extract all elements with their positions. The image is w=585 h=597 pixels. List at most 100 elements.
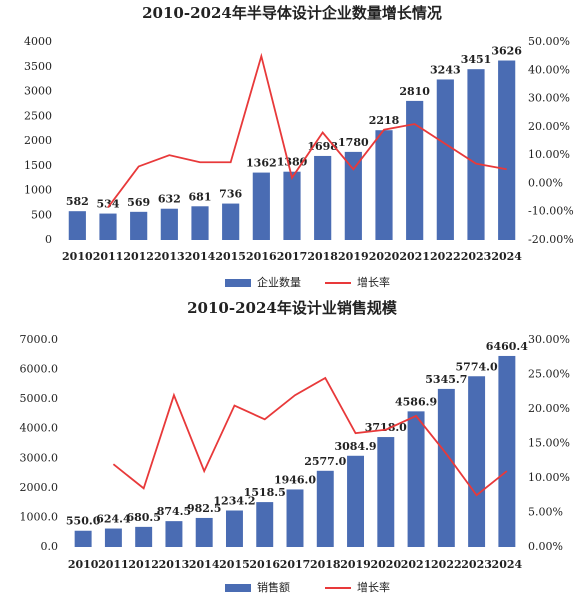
y-tick-label: 2000 xyxy=(24,134,52,147)
y2-tick-label: -10.00% xyxy=(528,205,574,218)
data-label: 550.0 xyxy=(66,515,101,528)
x-tick-label: 2021 xyxy=(399,250,430,263)
bar xyxy=(436,79,454,240)
x-tick-label: 2010 xyxy=(68,558,99,571)
y2-tick-label: 30.00% xyxy=(528,92,570,105)
y2-tick-label: 10.00% xyxy=(528,148,570,161)
bar xyxy=(467,69,485,240)
y2-tick-label: 0.00% xyxy=(528,540,563,553)
data-label: 5345.7 xyxy=(425,373,467,386)
data-label: 2218 xyxy=(369,114,400,127)
y-tick-label: 3500 xyxy=(24,60,52,73)
bar xyxy=(165,521,183,547)
data-label: 3626 xyxy=(491,45,522,58)
x-tick-label: 2019 xyxy=(340,558,371,571)
y-tick-label: 2500 xyxy=(24,109,52,122)
y-tick-label: 2000.0 xyxy=(20,481,59,494)
data-label: 6460.4 xyxy=(486,340,528,353)
y-tick-label: 1500 xyxy=(24,159,52,172)
x-tick-label: 2014 xyxy=(189,558,220,571)
y2-tick-label: 25.00% xyxy=(528,368,570,381)
data-label: 982.5 xyxy=(187,502,221,515)
x-tick-label: 2023 xyxy=(461,250,492,263)
data-label: 1234.2 xyxy=(213,495,255,508)
bar xyxy=(347,455,365,547)
data-label: 624.4 xyxy=(96,513,131,526)
x-tick-label: 2015 xyxy=(219,558,250,571)
bar xyxy=(437,388,455,547)
x-tick-label: 2015 xyxy=(215,250,246,263)
y-tick-label: 7000.0 xyxy=(20,333,59,346)
x-tick-label: 2016 xyxy=(246,250,277,263)
x-tick-label: 2019 xyxy=(338,250,369,263)
y-tick-label: 0 xyxy=(45,233,52,246)
x-tick-label: 2011 xyxy=(93,250,124,263)
x-tick-label: 2018 xyxy=(310,558,341,571)
x-tick-label: 2023 xyxy=(461,558,492,571)
data-label: 4586.9 xyxy=(395,395,437,408)
y2-tick-label: 20.00% xyxy=(528,120,570,133)
data-label: 1780 xyxy=(338,136,369,149)
x-tick-label: 2017 xyxy=(277,250,308,263)
bar xyxy=(160,208,178,240)
bar xyxy=(252,172,270,240)
data-label: 680.5 xyxy=(126,511,160,524)
y-tick-label: 0.0 xyxy=(41,540,59,553)
chart-title: 2010-2024年半导体设计企业数量增长情况 xyxy=(142,4,442,22)
bar xyxy=(314,155,332,240)
x-tick-label: 2020 xyxy=(369,250,400,263)
legend-label: 销售额 xyxy=(257,580,290,594)
y2-tick-label: -20.00% xyxy=(528,233,574,246)
bar xyxy=(286,489,304,547)
y2-tick-label: 0.00% xyxy=(528,176,563,189)
y2-tick-label: 50.00% xyxy=(528,35,570,48)
bar xyxy=(498,355,516,547)
y-tick-label: 4000.0 xyxy=(20,422,59,435)
chart-title: 2010-2024年设计业销售规模 xyxy=(187,299,398,317)
y-tick-label: 3000.0 xyxy=(20,451,59,464)
bar xyxy=(130,211,148,240)
x-tick-label: 2013 xyxy=(154,250,185,263)
x-tick-label: 2013 xyxy=(159,558,190,571)
data-label: 2810 xyxy=(399,85,430,98)
bar xyxy=(135,526,153,547)
bar xyxy=(74,530,92,547)
x-tick-label: 2022 xyxy=(431,558,462,571)
y2-tick-label: 15.00% xyxy=(528,437,570,450)
legend-swatch xyxy=(225,279,251,287)
bar xyxy=(498,60,516,240)
x-tick-label: 2010 xyxy=(62,250,93,263)
legend-label: 企业数量 xyxy=(257,275,301,289)
bar xyxy=(407,411,425,547)
y2-tick-label: 5.00% xyxy=(528,506,563,519)
y-tick-label: 6000.0 xyxy=(20,363,59,376)
y-tick-label: 3000 xyxy=(24,85,52,98)
x-tick-label: 2012 xyxy=(128,558,159,571)
data-label: 534 xyxy=(97,198,120,211)
data-label: 3243 xyxy=(430,63,461,76)
x-tick-label: 2011 xyxy=(98,558,129,571)
data-label: 1518.5 xyxy=(244,486,286,499)
x-tick-label: 2012 xyxy=(123,250,154,263)
data-label: 2577.0 xyxy=(304,455,346,468)
bar xyxy=(195,517,213,547)
x-tick-label: 2024 xyxy=(491,250,522,263)
data-label: 681 xyxy=(189,190,212,203)
data-label: 736 xyxy=(219,188,242,201)
x-tick-label: 2014 xyxy=(185,250,216,263)
data-label: 582 xyxy=(66,195,89,208)
data-label: 3084.9 xyxy=(334,440,376,453)
bar xyxy=(375,130,393,240)
data-label: 632 xyxy=(158,193,181,206)
y-tick-label: 4000 xyxy=(24,35,52,48)
data-label: 1946.0 xyxy=(274,473,316,486)
growth-line xyxy=(107,52,507,209)
bar xyxy=(99,213,117,240)
bar xyxy=(468,376,486,547)
x-tick-label: 2018 xyxy=(307,250,338,263)
bar xyxy=(344,151,362,240)
data-label: 874.5 xyxy=(157,505,191,518)
bar xyxy=(68,211,86,240)
x-tick-label: 2017 xyxy=(280,558,311,571)
